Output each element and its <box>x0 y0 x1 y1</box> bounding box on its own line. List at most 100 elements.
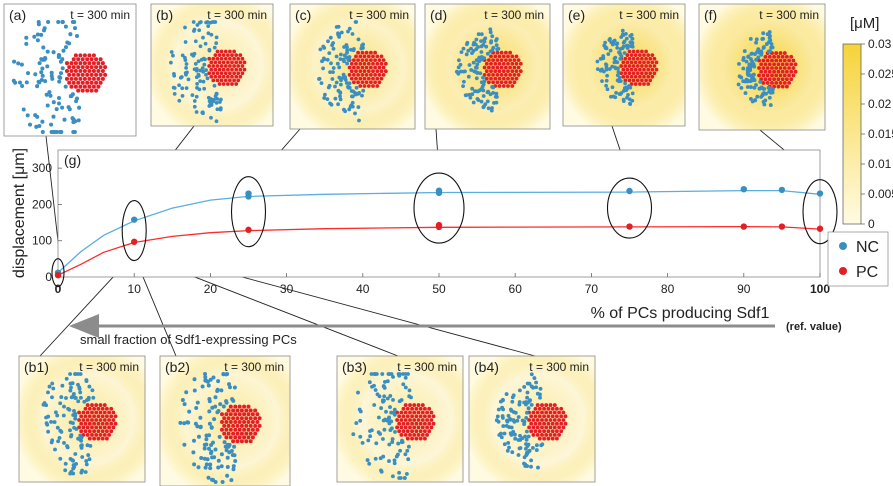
pc-cell <box>514 76 519 81</box>
nc-cell <box>205 20 210 24</box>
pc-cell <box>78 68 83 74</box>
nc-cell <box>608 48 613 53</box>
nc-cell <box>476 32 481 37</box>
nc-cell <box>763 98 768 103</box>
pc-cell <box>366 84 371 88</box>
nc-cell <box>390 440 395 445</box>
pc-cell <box>217 82 222 86</box>
nc-cell <box>326 39 330 44</box>
nc-cell <box>617 50 622 55</box>
pc-cell <box>537 429 542 434</box>
nc-cell <box>207 47 212 52</box>
nc-cell <box>77 105 82 110</box>
pc-cell <box>85 72 90 77</box>
pc-cell <box>257 423 262 428</box>
pc-cell <box>349 76 354 81</box>
nc-cell <box>37 123 42 129</box>
pc-cell <box>403 403 408 408</box>
nc-cell <box>406 444 411 449</box>
pc-cell <box>405 429 410 434</box>
pc-cell <box>69 68 74 74</box>
pc-cell <box>531 425 536 430</box>
pc-cell <box>377 65 382 70</box>
pc-cell <box>253 416 258 421</box>
nc-cell <box>358 409 363 414</box>
nc-cell <box>180 86 185 91</box>
x-tick-label: 10 <box>128 282 142 296</box>
nc-cell <box>209 115 213 120</box>
nc-cell <box>178 420 183 425</box>
pc-cell <box>408 403 412 408</box>
pc-cell <box>219 56 224 61</box>
nc-cell <box>213 395 218 400</box>
nc-cell <box>338 52 343 57</box>
pc-cell <box>237 412 242 417</box>
annotation-arrow-group: small fraction of Sdf1-expressing PCs (r… <box>69 314 842 347</box>
panel-d: (d) t = 300 min <box>424 3 551 130</box>
pc-cell <box>544 425 549 430</box>
nc-cell <box>628 85 633 90</box>
pc-cell <box>67 65 72 70</box>
pc-cell <box>104 406 109 411</box>
nc-cell <box>483 36 488 41</box>
nc-cell <box>70 19 75 25</box>
pc-cell <box>554 414 559 419</box>
pc-cell <box>774 80 779 85</box>
nc-cell <box>628 101 632 106</box>
nc-cell <box>494 37 499 41</box>
nc-cell <box>48 93 53 98</box>
nc-cell <box>77 386 82 391</box>
pc-cell <box>228 78 232 83</box>
nc-cell <box>71 471 76 476</box>
nc-cell <box>768 103 773 108</box>
nc-cell <box>398 476 403 480</box>
series-points <box>54 185 824 279</box>
pc-cell <box>239 439 244 444</box>
nc-cell <box>741 55 746 60</box>
nc-cell <box>183 40 188 44</box>
nc-cell <box>78 437 83 442</box>
pc-cell <box>211 78 216 83</box>
pc-cell <box>512 65 517 70</box>
nc-cell <box>193 62 198 66</box>
pc-cell <box>772 54 777 59</box>
pc-cell <box>552 418 557 422</box>
nc-cell <box>491 85 496 90</box>
pc-cell <box>94 403 99 408</box>
pc-cell <box>83 406 88 411</box>
nc-cell <box>623 81 627 86</box>
pc-cell <box>85 410 90 415</box>
pc-cell <box>237 435 242 440</box>
nc-cell <box>762 86 767 91</box>
nc-cell <box>45 64 50 69</box>
pc-cell <box>238 67 243 72</box>
nc-cell <box>87 457 92 462</box>
panel-time: t = 300 min <box>759 8 819 22</box>
pc-cell <box>94 418 99 422</box>
pc-cell <box>552 425 557 430</box>
pc-cell <box>422 406 427 411</box>
pc-cell <box>416 403 421 408</box>
nc-cell <box>69 395 74 400</box>
pc-cell <box>362 76 367 81</box>
nc-cell <box>508 416 512 421</box>
pc-cell <box>550 429 555 434</box>
nc-cell <box>752 85 757 90</box>
pc-cell <box>217 74 222 79</box>
pc-cell <box>629 82 634 86</box>
pc-cell <box>499 50 504 55</box>
nc-cell <box>192 99 197 103</box>
nc-cell <box>69 433 74 437</box>
pc-cell <box>366 54 371 59</box>
nc-cell <box>44 92 49 97</box>
nc-cell <box>397 399 402 404</box>
pc-cell <box>633 53 638 57</box>
pc-cell <box>629 53 634 57</box>
pc-cell <box>778 66 783 70</box>
nc-cell <box>334 54 339 59</box>
nc-cell <box>406 372 410 376</box>
nc-cell <box>505 419 510 424</box>
pc-cell <box>635 71 640 76</box>
nc-cell <box>382 427 387 432</box>
pc-cell <box>94 80 99 85</box>
